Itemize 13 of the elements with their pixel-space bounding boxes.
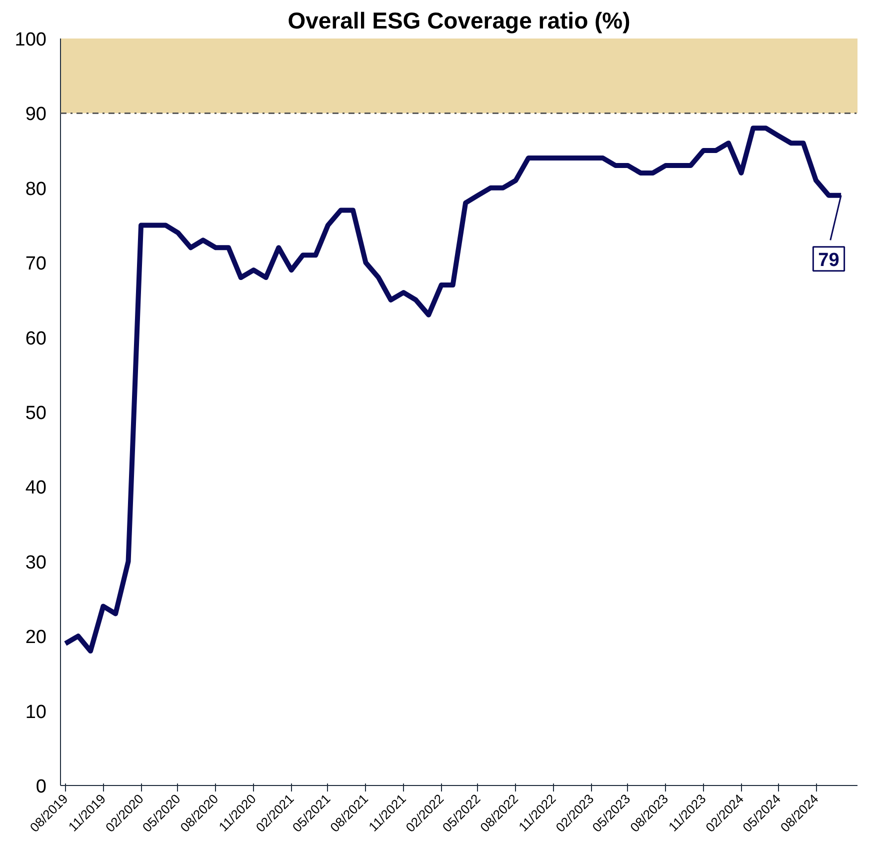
- y-tick-label: 60: [25, 328, 47, 350]
- y-tick-label: 20: [25, 627, 47, 648]
- y-tick-label: 90: [25, 104, 47, 126]
- y-tick-label: 70: [25, 254, 47, 275]
- y-tick-label: 30: [25, 552, 47, 574]
- y-tick-label: 40: [25, 478, 47, 499]
- y-tick-label: 50: [25, 403, 47, 424]
- y-tick-label: 80: [25, 178, 47, 200]
- y-tick-label: 10: [25, 702, 47, 723]
- y-tick-label: 0: [36, 776, 47, 798]
- annotation: 79: [818, 250, 840, 271]
- chart-title: Overall ESG Coverage ratio (%): [288, 8, 630, 34]
- y-tick-label: 100: [14, 30, 46, 50]
